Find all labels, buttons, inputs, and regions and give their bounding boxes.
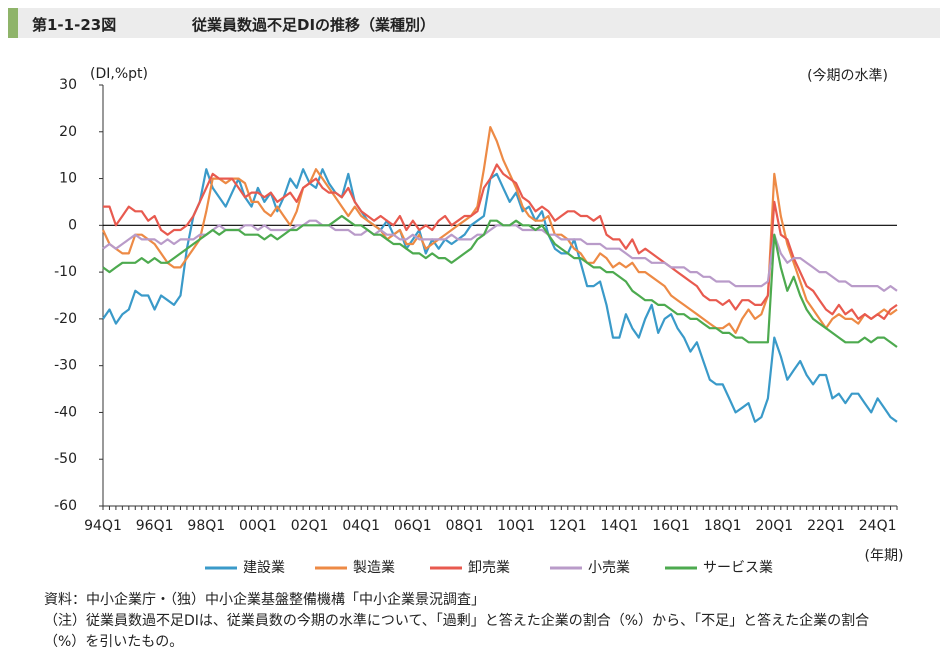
x-tick-label: 24Q1 <box>859 518 897 534</box>
y-tick-label: 0 <box>68 217 77 233</box>
chart-title: 従業員数過不足DIの推移（業種別） <box>192 16 436 34</box>
y-tick-label: -10 <box>54 264 77 280</box>
figure-label: 第1-1-23図 <box>32 16 117 34</box>
series-line <box>102 214 898 348</box>
x-tick-label: 08Q1 <box>446 518 484 534</box>
y-tick-label: -30 <box>54 358 77 374</box>
series-line <box>103 163 898 320</box>
y-tick-label: 30 <box>59 77 77 93</box>
y-tick-label: 20 <box>59 124 77 140</box>
x-tick-label: 02Q1 <box>291 518 329 534</box>
note: （注）従業員数過不足DIは、従業員数の今期の水準について、「過剰」と答えた企業の… <box>44 613 870 650</box>
x-tick-label: 04Q1 <box>342 518 380 534</box>
notes: 資料：中小企業庁・（独）中小企業基盤整備機構「中小企業景況調査」 （注）従業員数… <box>44 590 894 653</box>
legend-label: サービス業 <box>703 560 773 576</box>
y-tick-label: 10 <box>59 171 77 187</box>
source: 資料：中小企業庁・（独）中小企業基盤整備機構「中小企業景況調査」 <box>44 592 485 608</box>
x-tick-label: 98Q1 <box>187 518 225 534</box>
x-tick-label: 00Q1 <box>239 518 277 534</box>
annotation: (今期の水準) <box>807 68 888 84</box>
x-tick-label: 22Q1 <box>807 518 845 534</box>
y-tick-label: -20 <box>54 311 77 327</box>
y-tick-label: -60 <box>54 498 77 514</box>
x-tick-label: 12Q1 <box>549 518 587 534</box>
x-tick-label: 16Q1 <box>652 518 690 534</box>
header-tab <box>8 8 18 38</box>
series-line <box>102 126 898 334</box>
x-tick-label: 20Q1 <box>755 518 793 534</box>
x-tick-label: 06Q1 <box>394 518 432 534</box>
x-tick-label: 14Q1 <box>601 518 639 534</box>
chart: (DI,%pt) (今期の水準) (年期) -60 -50 -40 -30 -20 -10… <box>54 66 904 576</box>
legend-label: 卸売業 <box>468 560 510 576</box>
x-axis-label: (年期) <box>865 548 904 564</box>
x-tick-label: 94Q1 <box>84 518 122 534</box>
y-tick-label: -40 <box>54 404 77 420</box>
series-line <box>102 168 898 423</box>
x-tick-label: 10Q1 <box>497 518 535 534</box>
y-tick-label: -50 <box>54 451 77 467</box>
x-tick-label: 18Q1 <box>704 518 742 534</box>
y-axis-label: (DI,%pt) <box>90 66 148 82</box>
legend-label: 小売業 <box>588 560 630 576</box>
x-tick-label: 96Q1 <box>136 518 174 534</box>
header: 第1-1-23図 従業員数過不足DIの推移（業種別） <box>8 8 940 38</box>
legend-label: 建設業 <box>243 560 285 576</box>
legend-label: 製造業 <box>353 560 395 576</box>
